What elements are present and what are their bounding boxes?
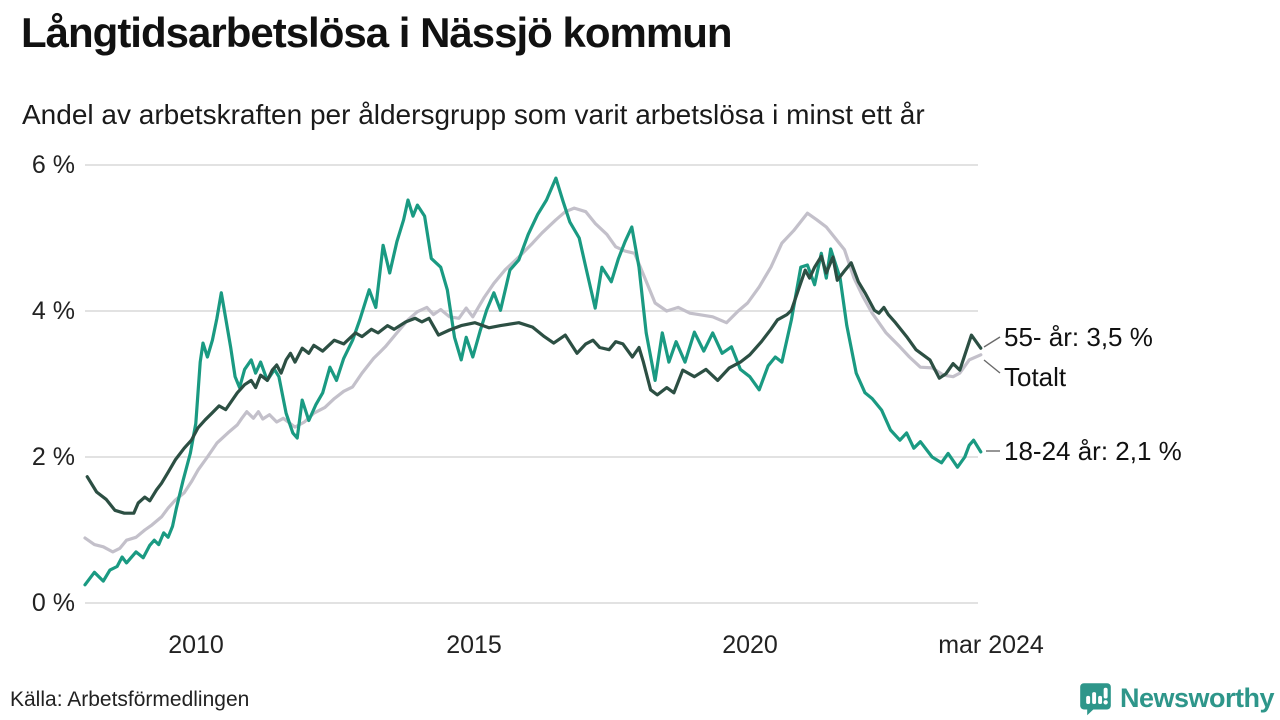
x-axis-tick-2015: 2015	[446, 631, 502, 659]
y-axis-tick-4: 4 %	[31, 297, 75, 325]
series-line-55-r	[85, 254, 983, 515]
series-label-totalt: Totalt	[1004, 362, 1067, 392]
series-line-totalt	[83, 206, 983, 554]
newsworthy-wordmark: Newsworthy	[1119, 683, 1275, 713]
x-axis-tick-2020: 2020	[722, 631, 778, 659]
label-connector-lines	[983, 336, 1001, 452]
y-axis-tick-2: 2 %	[31, 443, 75, 471]
x-axis-tick-mar-2024: mar 2024	[938, 631, 1044, 659]
chart-title: Långtidsarbetslösa i Nässjö kommun	[21, 9, 733, 56]
connector-55-line	[983, 336, 1001, 348]
series-label-55-ar: 55- år: 3,5 %	[1004, 322, 1153, 352]
y-axis-tick-0: 0 %	[31, 589, 75, 617]
gridlines	[85, 164, 978, 604]
newsworthy-logo[interactable]: Newsworthy	[1078, 681, 1275, 716]
series-label-18-24-ar: 18-24 år: 2,1 %	[1004, 436, 1182, 466]
connector-totalt-line	[983, 359, 1001, 374]
x-axis-tick-2010: 2010	[168, 631, 224, 659]
bar-chart-speech-bubble-icon	[1080, 683, 1111, 716]
chart-subtitle: Andel av arbetskraften per åldersgrupp s…	[22, 99, 925, 130]
y-axis-tick-6: 6 %	[31, 151, 75, 179]
source-attribution: Källa: Arbetsförmedlingen	[10, 688, 250, 711]
series-line-18-24-r	[83, 176, 983, 587]
data-series-lines	[83, 176, 983, 587]
